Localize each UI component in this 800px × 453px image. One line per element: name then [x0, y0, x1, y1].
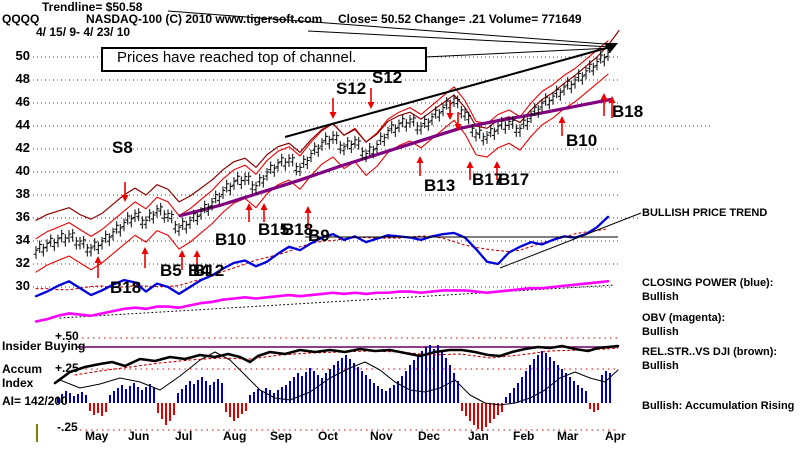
lower-panel	[36, 337, 620, 442]
candlesticks	[33, 48, 611, 259]
month-label: Feb	[513, 429, 535, 443]
signal-label-b15: B15	[258, 220, 290, 239]
rel-str-title: REL.STR..VS DJI (brown):	[642, 346, 778, 358]
y-axis-label: 40	[15, 163, 30, 178]
signal-label-b5: B5	[160, 261, 182, 280]
month-label: Oct	[318, 429, 339, 443]
signal-label-b17: B17	[498, 170, 530, 189]
signal-label-b18: B18	[282, 220, 314, 239]
black-trendlines	[167, 10, 642, 269]
purple-ma-line	[178, 97, 612, 218]
month-label: Jan	[468, 429, 489, 443]
obv-trendline-dotted	[59, 284, 616, 319]
y-axis-label: 42	[15, 140, 30, 155]
annotation-box: Prices have reached top of channel.	[101, 47, 427, 72]
quote-stats: Close= 50.52 Change= .21 Volume= 771649	[338, 12, 582, 26]
month-label: Apr	[605, 429, 626, 443]
signal-label-b18: B18	[110, 278, 142, 297]
month-label: Mar	[557, 429, 579, 443]
signal-label-b4: B4	[188, 261, 210, 280]
signal-label-b17: B17	[472, 170, 504, 189]
month-label: May	[85, 429, 109, 443]
signal-label-b9: B9	[308, 226, 330, 245]
signal-label-s12: S12	[372, 68, 403, 87]
signal-label-s8: S8	[112, 138, 133, 157]
y-axis-label: 46	[15, 94, 30, 109]
signal-label-b10: B10	[215, 230, 247, 249]
ticker-symbol: QQQQ	[2, 12, 40, 26]
accum-label: Accum	[2, 362, 43, 376]
price-bands	[35, 40, 609, 273]
obv-title: OBV (magenta):	[642, 312, 726, 324]
month-label: Jul	[175, 429, 193, 443]
signal-label-b13: B13	[424, 176, 456, 195]
y-axis-label: 50	[15, 48, 30, 63]
y-axis-label: 30	[15, 278, 30, 293]
index-label: Index	[2, 376, 34, 390]
minus25-ref-label: -.25	[57, 420, 78, 434]
month-label: Dec	[418, 429, 441, 443]
signal-label-b10: B10	[566, 131, 598, 150]
ai-ratio-label: AI= 142/200	[2, 394, 68, 408]
accumulation-note: Bullish: Accumulation Rising	[642, 400, 795, 412]
plus25-ref-label: +.25	[55, 361, 79, 375]
month-label: Jun	[128, 429, 150, 443]
y-axis-label: 36	[15, 209, 30, 224]
date-range: 4/ 15/ 9- 4/ 23/ 10	[36, 25, 131, 39]
closing-power-title: CLOSING POWER (blue):	[642, 277, 774, 289]
price-trend-label: BULLISH PRICE TREND	[642, 207, 768, 219]
obv-line	[34, 279, 610, 323]
signal-label-b12: B12	[193, 261, 225, 280]
insider-buying-label: Insider Buying	[2, 339, 86, 353]
plus50-ref-label: +.50	[55, 329, 79, 343]
signal-label-b18: B18	[612, 102, 644, 121]
month-label: Sep	[270, 429, 293, 443]
rel-str-value: Bullish	[642, 360, 679, 372]
month-label: Aug	[223, 429, 247, 443]
y-axis-label: 34	[15, 232, 30, 247]
y-axis-label: 32	[15, 255, 30, 270]
signal-label-s12: S12	[336, 79, 367, 98]
trendline-value-label: Trendline= $50.58	[42, 0, 143, 14]
y-axis-label: 48	[15, 71, 30, 86]
rel-str-brown-line	[35, 29, 620, 221]
chart-title: NASDAQ-100 (C) 2010 www.tigersoft.com	[86, 12, 323, 26]
obv-value: Bullish	[642, 326, 679, 338]
y-axis-label: 38	[15, 186, 30, 201]
month-label: Nov	[370, 429, 393, 443]
closing-power-line	[34, 215, 610, 298]
y-axis-label: 44	[15, 117, 30, 132]
signal-arrows	[94, 88, 616, 278]
closing-power-value: Bullish	[642, 291, 679, 303]
